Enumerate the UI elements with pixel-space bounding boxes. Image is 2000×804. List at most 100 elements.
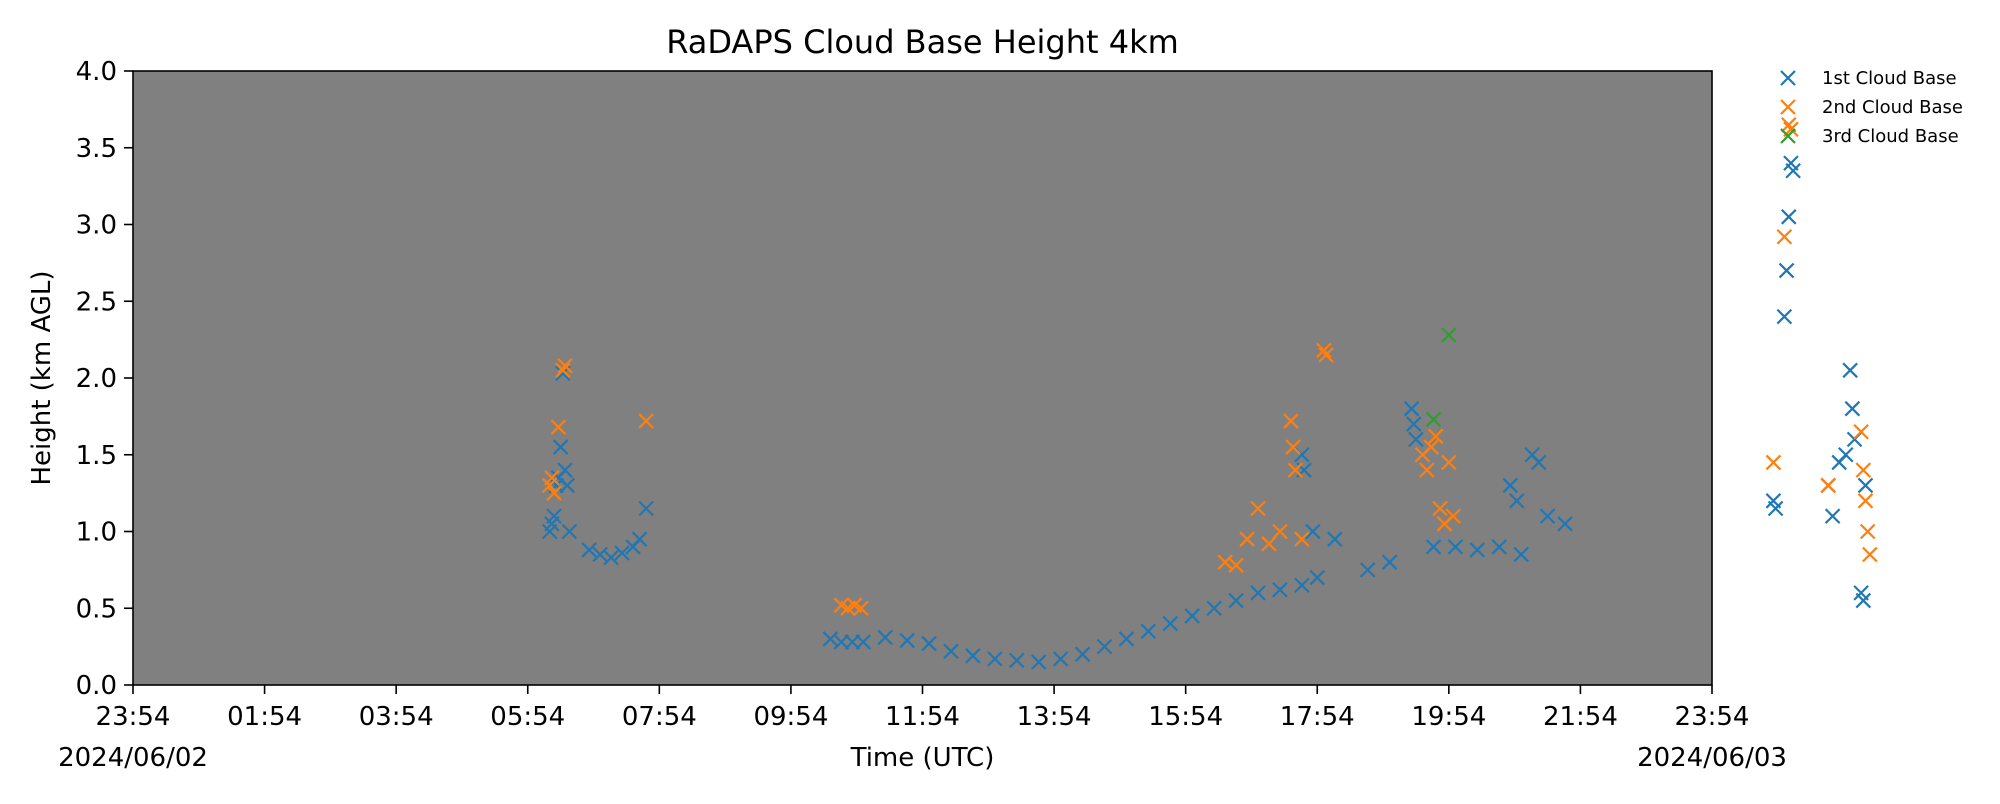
data-point-marker	[581, 542, 597, 558]
data-point-marker	[561, 523, 578, 540]
data-point-marker	[1287, 462, 1304, 478]
data-point-marker	[1857, 493, 1874, 509]
data-point-marker	[1776, 308, 1793, 325]
y-axis: 0.0 0.5 1.0 1.5 2.0 2.5 3.0 3.5 4.0	[76, 57, 133, 701]
data-point-marker	[1445, 508, 1461, 524]
y-tick-label: 1.5	[76, 441, 117, 471]
data-point-marker	[1824, 508, 1841, 524]
data-point-marker	[559, 477, 576, 494]
data-point-marker	[1767, 500, 1784, 517]
data-point-marker	[1432, 500, 1448, 517]
x-tick-label: 07:54	[622, 702, 697, 732]
data-point-marker	[1844, 400, 1861, 417]
data-point-marker	[1272, 582, 1288, 598]
data-point-marker	[544, 469, 560, 486]
data-point-marker	[557, 462, 573, 478]
legend-marker	[1780, 99, 1796, 115]
data-point-marker	[899, 632, 915, 649]
legend-label: 3rd Cloud Base	[1822, 126, 1959, 147]
data-point-marker	[1838, 446, 1854, 463]
x-tick-label: 15:54	[1148, 702, 1223, 732]
x-tick-label: 19:54	[1411, 702, 1486, 732]
y-tick-label: 4.0	[76, 57, 117, 87]
x-axis-label: Time (UTC)	[850, 743, 995, 773]
data-point-marker	[844, 634, 861, 650]
data-point-marker	[1272, 523, 1288, 540]
data-point-marker	[638, 413, 654, 429]
y-tick-label: 0.0	[76, 671, 117, 701]
x-tick-label: 11:54	[885, 702, 960, 732]
data-point-marker	[552, 439, 569, 455]
data-point-marker	[1785, 162, 1801, 179]
data-point-marker	[1539, 508, 1556, 524]
data-point-marker	[987, 651, 1003, 667]
data-point-marker	[1513, 546, 1529, 563]
chart-title: RaDAPS Cloud Base Height 4km	[666, 23, 1179, 61]
data-point-marker	[1425, 411, 1442, 428]
data-point-marker	[1855, 592, 1872, 609]
data-point-marker	[1427, 428, 1444, 445]
data-point-marker	[1447, 539, 1464, 555]
data-point-marker	[546, 485, 562, 501]
data-point-marker	[1309, 569, 1326, 586]
data-point-marker	[1305, 523, 1321, 540]
data-point-marker	[555, 362, 571, 379]
x-axis: 23:54 01:54 03:54 05:54 07:54 09:54 11:54 13:54…	[96, 685, 1750, 732]
data-point-marker	[1842, 362, 1858, 379]
data-point-marker	[1557, 516, 1573, 532]
data-point-marker	[1030, 654, 1047, 670]
x-tick-label: 09:54	[753, 702, 828, 732]
data-point-marker	[1857, 477, 1874, 494]
data-point-marker	[1327, 531, 1343, 547]
data-point-marker	[877, 629, 893, 646]
y-tick-label: 1.0	[76, 518, 117, 548]
data-point-marker	[1239, 531, 1255, 547]
data-point-marker	[1403, 400, 1420, 417]
data-point-marker	[1855, 462, 1872, 478]
data-point-marker	[921, 635, 937, 652]
x-date-label-left: 2024/06/02	[58, 743, 208, 773]
data-point-marker	[1530, 454, 1547, 471]
data-point-marker	[1408, 431, 1424, 448]
data-point-marker	[592, 546, 608, 563]
data-point-marker	[822, 631, 839, 647]
x-tick-label: 03:54	[359, 702, 434, 732]
data-point-marker	[1780, 209, 1797, 225]
data-point-marker	[1316, 342, 1332, 359]
data-point-marker	[1776, 229, 1793, 245]
data-point-marker	[1283, 413, 1299, 429]
x-tick-label: 23:54	[1675, 702, 1750, 732]
data-point-marker	[1502, 477, 1519, 494]
data-point-marker	[1425, 539, 1442, 555]
data-point-marker	[1228, 592, 1244, 609]
data-point-marker	[1423, 439, 1440, 455]
data-point-marker	[638, 500, 654, 517]
data-point-marker	[833, 634, 850, 650]
y-tick-label: 0.5	[76, 594, 117, 624]
data-point-marker	[1359, 562, 1376, 578]
data-point-marker	[603, 549, 619, 566]
data-point-marker	[1778, 262, 1795, 279]
data-markers	[541, 116, 1878, 670]
data-point-marker	[1820, 477, 1837, 494]
data-point-marker	[1381, 554, 1398, 570]
data-point-marker	[1853, 423, 1869, 440]
data-point-marker	[853, 600, 869, 617]
data-point-marker	[1074, 646, 1091, 663]
y-tick-label: 2.0	[76, 364, 117, 394]
data-point-marker	[557, 357, 573, 374]
data-point-marker	[1250, 585, 1266, 601]
x-tick-label: 21:54	[1543, 702, 1618, 732]
data-point-marker	[1294, 577, 1310, 594]
series-1-markers	[541, 155, 1874, 670]
series-2-markers	[541, 116, 1878, 617]
y-axis-label: Height (km AGL)	[27, 270, 57, 485]
x-tick-label: 05:54	[490, 702, 565, 732]
data-point-marker	[1491, 539, 1508, 555]
data-point-marker	[631, 531, 648, 547]
legend-label: 2nd Cloud Base	[1822, 97, 1963, 118]
data-point-marker	[1294, 531, 1310, 547]
y-tick-label: 3.5	[76, 134, 117, 164]
x-tick-label: 01:54	[227, 702, 302, 732]
